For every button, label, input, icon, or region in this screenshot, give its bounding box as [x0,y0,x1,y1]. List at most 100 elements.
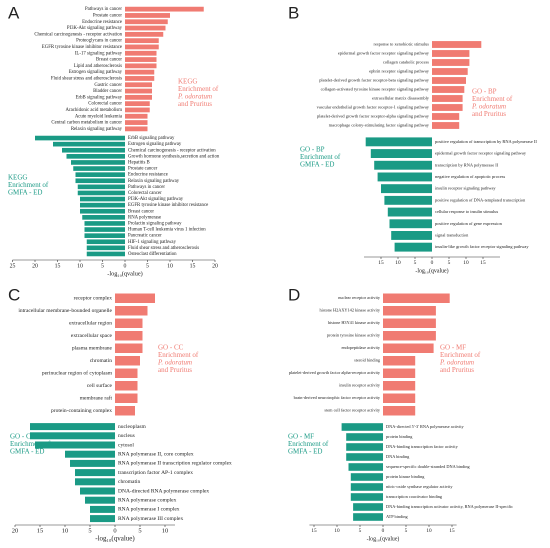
bar-label: PI3K-Akt signaling pathway [67,26,123,31]
bar [30,423,115,431]
bar [125,101,150,107]
x-tick-label: 5 [405,528,408,534]
group-label: KEGG [8,174,27,182]
group-label: Enrichment of [8,181,49,189]
bar [432,41,482,48]
bar-label: chromatin [90,358,113,364]
group-label: GO - BP [472,88,497,96]
bar [35,135,125,141]
bar [383,406,416,416]
bar-label: stem cell factor receptor activity [324,408,380,413]
group-label: GMFA - ED [300,161,334,169]
group-label: and Pruritus [158,366,192,374]
x-axis-title: -log₁₀(qvalue) [95,535,135,543]
x-tick-label: 10 [62,527,69,534]
bar-label: Estrogen signaling pathway [128,142,182,147]
bar [75,178,125,184]
bar-label: nuclear receptor activity [338,295,381,300]
x-tick-label: 20 [212,263,218,269]
bar [84,227,125,232]
bar-label: membrane raft [80,395,113,402]
group-label: Enrichment of [472,95,513,103]
bar-label: Relaxin signaling pathway [71,127,123,132]
bar-label: RNA polymerase III complex [118,516,183,522]
bar [70,459,115,467]
bar-label: Lipid and atherosclerosis [74,64,122,69]
bar-label: Prostate cancer [128,167,158,172]
bar [432,68,468,75]
bar-label: Chemical carcinogenesis - receptor activ… [128,148,216,153]
bar [125,82,152,88]
bar-label: receptor complex [74,296,113,302]
bar-label: Endocrine resistance [82,20,122,25]
x-tick-label: 10 [395,260,401,266]
bar-label: cellular response to insulin stimulus [435,209,498,214]
bar-label: transcription by RNA polymerase II [435,162,499,167]
bar [125,13,170,18]
bar [383,381,416,391]
bar [115,343,143,353]
bar-label: platelet-derived growth factor alpha-rec… [289,370,381,375]
bar-label: DNA-directed RNA polymerase complex [118,488,209,494]
group-label: GO - CC [10,433,36,441]
bar-label: extracellular region [69,321,112,327]
bar [432,122,460,129]
bar [383,318,436,328]
bar [90,505,115,513]
x-axis-title: -log₁₀(qvalue) [367,535,400,542]
bar-label: intracellular membrane-bounded organelle [18,308,112,314]
bar-label: Acute myeloid leukemia [75,114,123,119]
bar-label: signal transduction [435,232,469,237]
x-tick-label: 10 [77,263,83,269]
x-tick-label: 15 [449,528,455,534]
bar [384,195,432,205]
bar-label: positive regulation of gene expression [435,221,503,226]
group-label: Enrichment of [288,440,329,448]
bar-label: epidermal growth factor receptor signali… [435,151,527,156]
x-tick-label: 0 [431,260,434,266]
bar-label: protein kinase binding [386,474,425,479]
bar [125,76,155,81]
bar [125,25,166,31]
group-label: P. odoratum [439,359,474,367]
bar-label: Proteoglycans in cancer [76,39,122,44]
bar-label: EGFR tyrosine kinase inhibitor resistanc… [128,203,208,208]
x-tick-label: 5 [414,260,417,266]
x-axis-title: -log₁₀(qvalue) [107,270,143,277]
bar-label: plasma membrane [72,346,113,352]
bar [125,94,152,100]
bar [381,184,432,194]
bar-label: platelet-derived growth factor receptor-… [317,114,430,119]
bar-label: RNA polymerase II transcription regulato… [118,461,232,467]
bar [115,356,140,366]
x-tick-label: 15 [311,528,317,534]
bar [350,483,383,491]
bar [432,50,470,57]
group-label: P. odoratum [157,359,192,367]
bar-label: cytosol [118,442,134,448]
bar [86,245,125,251]
bar [73,166,125,171]
bar [75,172,125,177]
bar-label: response to xenobiotic stimulus [374,42,430,47]
x-tick-label: 5 [88,527,91,534]
bar [125,57,157,62]
x-tick-label: 5 [138,527,141,534]
bar [341,423,383,431]
bar-label: RNA polymerase complex [118,497,177,503]
bar [432,104,463,111]
bar [80,196,125,202]
bar [383,343,434,353]
bar-label: Osteoclast differentiation [128,252,177,257]
x-tick-label: 15 [378,260,384,266]
bar-label: Colorectal cancer [88,102,122,107]
x-tick-label: 0 [124,263,127,269]
bar-label: Growth hormone synthesis,secretion and a… [128,154,220,159]
x-axis-title: -log₁₀(qvalue) [415,267,448,274]
bar-label: Pancreatic cancer [128,234,162,239]
bar [383,306,436,316]
bar-label: transcription coactivator binding [386,494,443,499]
bar [115,318,143,328]
bar-label: transcription factor AP-1 complex [118,469,193,476]
